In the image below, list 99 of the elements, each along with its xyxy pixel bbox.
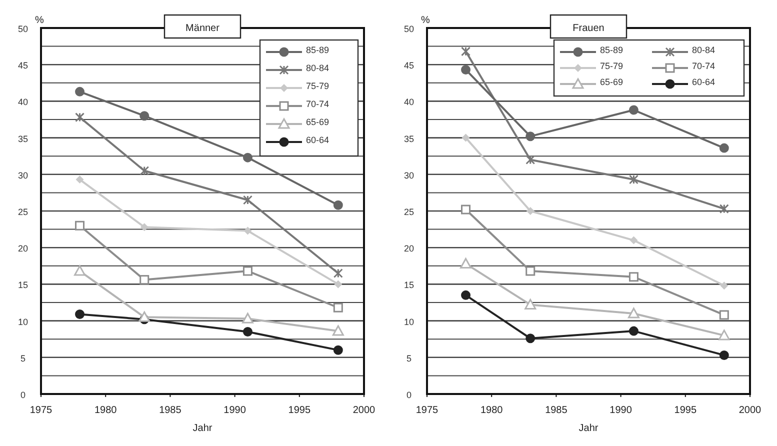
legend-label: 75-79	[600, 61, 624, 71]
point	[140, 275, 150, 285]
point	[526, 132, 536, 142]
y-tick-label: 5	[406, 353, 412, 364]
y-tick-label: 30	[404, 170, 414, 180]
point	[75, 112, 85, 122]
y-tick-label: 50	[18, 24, 28, 34]
point	[242, 266, 252, 276]
legend-label: 85-89	[600, 45, 624, 55]
point	[628, 308, 640, 318]
point	[526, 266, 536, 276]
legend-label: 70-74	[692, 61, 716, 71]
y-tick-label: 45	[404, 60, 414, 71]
point	[76, 176, 84, 184]
x-tick-label: 1980	[94, 405, 118, 416]
y-tick-label: 25	[404, 207, 414, 217]
point	[462, 134, 470, 142]
y-tick-label: 15	[18, 280, 28, 290]
legend-label: 75-79	[306, 81, 330, 91]
point	[628, 272, 638, 282]
point	[140, 166, 150, 176]
point	[461, 64, 471, 74]
y-axis-title: %	[35, 15, 44, 26]
y-tick-label: 40	[18, 97, 28, 108]
x-tick-label: 1995	[674, 405, 697, 416]
point	[718, 330, 730, 340]
point	[461, 290, 471, 300]
y-tick-label: 10	[18, 316, 28, 327]
x-tick-label: 1985	[159, 405, 182, 416]
point	[138, 311, 150, 322]
legend-label: 85-89	[306, 45, 330, 55]
x-tick-label: 1975	[416, 405, 439, 416]
y-tick-label: 15	[404, 280, 414, 290]
point	[75, 220, 85, 230]
point	[242, 312, 254, 324]
chart-title: Männer	[186, 23, 220, 34]
y-tick-label: 40	[404, 97, 414, 108]
point	[720, 282, 728, 290]
point	[719, 310, 729, 320]
point	[333, 302, 343, 312]
legend-label: 60-64	[692, 77, 716, 87]
point	[526, 207, 534, 215]
legend-label: 70-74	[306, 99, 330, 109]
point	[333, 345, 343, 355]
x-tick-label: 1990	[610, 405, 632, 416]
point	[334, 280, 342, 288]
x-tick-label: 1980	[480, 405, 504, 416]
legend-label: 80-84	[306, 63, 330, 73]
x-tick-label: 1995	[288, 405, 311, 416]
point	[242, 327, 252, 337]
point	[332, 325, 344, 336]
y-tick-label: 10	[404, 316, 414, 327]
legend-label: 80-84	[692, 45, 716, 55]
point	[244, 226, 252, 235]
chart-title: Frauen	[572, 23, 604, 34]
point	[140, 223, 148, 232]
point	[719, 204, 729, 214]
point	[526, 155, 536, 165]
x-tick-label: 1985	[545, 405, 568, 416]
y-tick-label: 5	[20, 353, 26, 364]
x-tick-label: 1990	[224, 405, 246, 416]
y-tick-label: 25	[18, 207, 28, 217]
point	[719, 350, 729, 360]
y-tick-label: 35	[18, 134, 28, 144]
point	[628, 105, 638, 115]
point	[524, 298, 536, 310]
legend-label: 65-69	[600, 77, 624, 87]
point	[333, 268, 343, 278]
y-tick-label: 50	[404, 24, 414, 34]
y-tick-label: 0	[20, 390, 26, 400]
y-tick-label: 20	[18, 244, 28, 254]
y-tick-label: 0	[406, 390, 412, 400]
point	[461, 204, 471, 214]
y-tick-label: 20	[404, 244, 414, 254]
y-tick-label: 35	[404, 134, 414, 144]
point	[630, 236, 638, 244]
point	[460, 258, 472, 268]
point	[719, 143, 729, 153]
point	[74, 265, 86, 276]
point	[628, 326, 638, 336]
point	[333, 200, 343, 210]
point	[461, 46, 471, 56]
x-tick-label: 2000	[352, 405, 376, 416]
point	[242, 195, 252, 205]
point	[628, 174, 638, 184]
point	[526, 334, 536, 344]
legend-label: 65-69	[306, 117, 330, 127]
point	[140, 111, 150, 121]
point	[75, 86, 85, 96]
x-tick-label: 1975	[30, 405, 53, 416]
point	[242, 152, 252, 162]
point	[75, 309, 85, 319]
y-tick-label: 45	[18, 60, 28, 71]
legend-label: 60-64	[306, 135, 330, 145]
x-tick-label: 2000	[738, 405, 762, 416]
x-axis-title: Jahr	[192, 423, 213, 434]
x-axis-title: Jahr	[578, 423, 599, 434]
y-tick-label: 30	[18, 170, 28, 180]
y-axis-title: %	[421, 15, 430, 26]
